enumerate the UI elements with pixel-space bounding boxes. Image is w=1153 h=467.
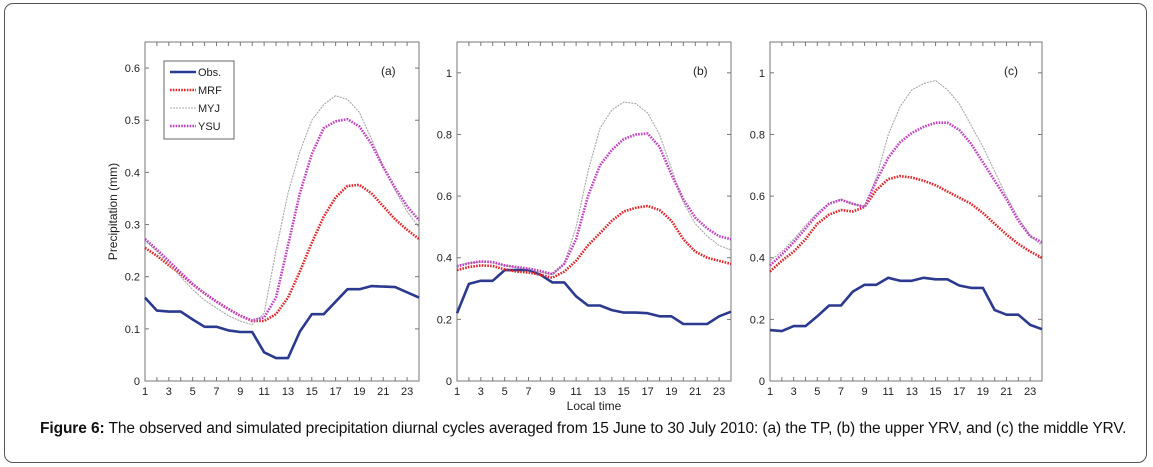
x-tick-label: 9 xyxy=(549,386,555,398)
x-tick-label: 17 xyxy=(329,386,341,398)
x-tick-label: 9 xyxy=(862,386,868,398)
x-tick-label: 7 xyxy=(838,386,844,398)
y-tick-label: 0 xyxy=(446,376,452,388)
figure-frame xyxy=(4,3,1147,463)
x-tick-label: 21 xyxy=(1000,386,1012,398)
y-tick-label: 0 xyxy=(759,376,765,388)
x-tick-label: 23 xyxy=(1024,386,1036,398)
y-tick-label: 0.5 xyxy=(125,115,140,127)
x-tick-label: 23 xyxy=(401,386,413,398)
series-line-obs xyxy=(144,284,420,360)
axes-box xyxy=(769,41,1043,382)
series-line-myj xyxy=(456,101,732,276)
x-tick-label: 17 xyxy=(641,386,653,398)
y-tick-label: 0.2 xyxy=(750,314,765,326)
series-line-obs xyxy=(769,276,1043,333)
y-tick-label: 1 xyxy=(759,68,765,80)
legend-label: Obs. xyxy=(198,67,221,79)
x-tick-label: 3 xyxy=(791,386,797,398)
y-tick-label: 0.6 xyxy=(437,191,452,203)
figure-caption: Figure 6: The observed and simulated pre… xyxy=(40,420,1127,438)
y-axis-title: Precipitation (mm) xyxy=(106,163,120,260)
x-tick-label: 13 xyxy=(594,386,606,398)
x-tick-label: 15 xyxy=(618,386,630,398)
legend-label: YSU xyxy=(198,121,221,133)
x-tick-label: 9 xyxy=(237,386,243,398)
y-tick-label: 0.3 xyxy=(125,220,140,232)
x-tick-label: 7 xyxy=(525,386,531,398)
series-line-ysu xyxy=(456,132,732,276)
caption-text: The observed and simulated precipitation… xyxy=(104,420,1127,437)
series-line-ysu xyxy=(769,121,1043,267)
x-tick-label: 5 xyxy=(814,386,820,398)
x-tick-label: 19 xyxy=(977,386,989,398)
x-tick-label: 17 xyxy=(953,386,965,398)
x-tick-label: 19 xyxy=(665,386,677,398)
x-tick-label: 19 xyxy=(353,386,365,398)
x-tick-label: 13 xyxy=(282,386,294,398)
x-tick-label: 13 xyxy=(906,386,918,398)
y-tick-label: 0.2 xyxy=(125,272,140,284)
series-line-mrf xyxy=(456,204,732,280)
legend-label: MYJ xyxy=(198,103,220,115)
y-tick-label: 1 xyxy=(446,68,452,80)
x-tick-label: 3 xyxy=(166,386,172,398)
series-line-mrf xyxy=(144,183,420,323)
x-tick-label: 15 xyxy=(306,386,318,398)
panel-label: (a) xyxy=(381,64,396,78)
y-tick-label: 0.6 xyxy=(125,63,140,75)
x-tick-label: 11 xyxy=(570,386,581,398)
y-tick-label: 0.6 xyxy=(750,191,765,203)
x-tick-label: 21 xyxy=(689,386,701,398)
y-tick-label: 0 xyxy=(134,376,140,388)
legend-label: MRF xyxy=(198,85,222,97)
y-tick-label: 0.8 xyxy=(437,129,452,141)
x-tick-label: 15 xyxy=(929,386,941,398)
x-tick-label: 23 xyxy=(713,386,725,398)
x-axis-title: Local time xyxy=(567,399,622,413)
axes-box xyxy=(456,41,732,382)
x-tick-label: 21 xyxy=(377,386,389,398)
legend: Obs. MRF MYJ YSU xyxy=(163,60,235,140)
y-tick-label: 0.1 xyxy=(125,324,140,336)
y-tick-label: 0.4 xyxy=(437,253,452,265)
panel-label: (b) xyxy=(693,64,708,78)
panel-label: (c) xyxy=(1004,64,1018,78)
y-tick-label: 0.4 xyxy=(750,253,765,265)
y-tick-label: 0.8 xyxy=(750,129,765,141)
x-tick-label: 5 xyxy=(190,386,196,398)
x-tick-label: 11 xyxy=(883,386,894,398)
axes-box xyxy=(144,41,420,382)
x-tick-label: 11 xyxy=(258,386,269,398)
caption-label: Figure 6: xyxy=(40,420,105,437)
x-tick-label: 1 xyxy=(454,386,460,398)
x-tick-label: 1 xyxy=(767,386,773,398)
x-tick-label: 7 xyxy=(213,386,219,398)
series-line-myj xyxy=(769,79,1043,262)
series-line-ysu xyxy=(144,117,420,322)
x-tick-label: 3 xyxy=(478,386,484,398)
y-tick-label: 0.4 xyxy=(125,167,140,179)
series-line-mrf xyxy=(769,174,1043,273)
series-line-obs xyxy=(455,268,732,326)
y-tick-label: 0.2 xyxy=(437,314,452,326)
x-tick-label: 1 xyxy=(142,386,148,398)
x-tick-label: 5 xyxy=(502,386,508,398)
